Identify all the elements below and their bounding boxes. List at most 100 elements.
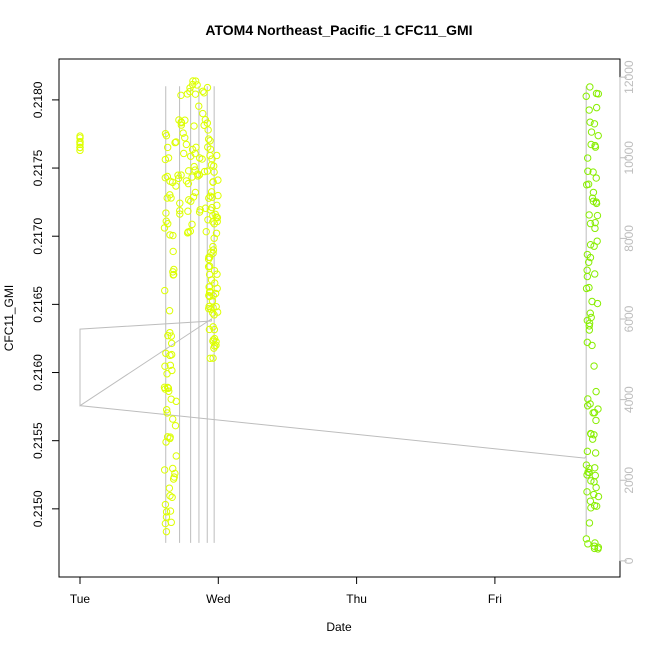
data-point xyxy=(590,490,598,499)
data-point xyxy=(588,341,596,350)
data-point xyxy=(592,103,601,112)
data-point xyxy=(584,167,592,175)
data-point xyxy=(165,307,174,315)
data-point xyxy=(213,308,222,316)
data-point xyxy=(590,242,598,250)
data-point xyxy=(586,429,595,438)
data-point xyxy=(590,431,598,439)
data-point xyxy=(179,129,187,137)
data-point xyxy=(212,302,220,311)
data-point xyxy=(585,258,593,266)
y-tick-label: 0.2180 xyxy=(31,81,45,118)
data-point xyxy=(161,362,169,370)
data-point xyxy=(213,151,221,160)
data-point xyxy=(171,469,179,478)
y-tick-label: 0.2165 xyxy=(31,286,45,323)
data-point xyxy=(593,211,602,220)
data-point xyxy=(162,438,170,446)
x-tick-label: Thu xyxy=(346,592,367,606)
data-point xyxy=(583,471,591,479)
data-point xyxy=(586,400,594,408)
data-point xyxy=(212,341,220,349)
data-point xyxy=(588,297,596,306)
data-point xyxy=(209,178,217,186)
data-point xyxy=(589,168,597,176)
data-point xyxy=(591,471,599,480)
data-point xyxy=(204,143,212,151)
data-point xyxy=(203,83,212,92)
data-point xyxy=(207,276,216,284)
data-point xyxy=(176,210,184,218)
data-point xyxy=(583,488,591,496)
data-point xyxy=(169,271,177,279)
data-point xyxy=(195,102,203,110)
data-point xyxy=(182,140,191,149)
data-point xyxy=(76,134,84,142)
data-point xyxy=(205,283,214,291)
data-point xyxy=(200,167,209,176)
data-point xyxy=(169,464,177,473)
data-point xyxy=(168,178,177,187)
data-point xyxy=(172,452,180,460)
data-point xyxy=(76,146,84,155)
data-point xyxy=(167,339,176,348)
y2-tick-label: 10000 xyxy=(622,141,636,175)
data-point xyxy=(165,484,174,492)
data-point xyxy=(584,540,592,548)
data-point xyxy=(582,92,590,100)
data-point xyxy=(201,116,210,124)
data-point xyxy=(177,171,185,179)
data-point xyxy=(210,234,218,242)
data-point xyxy=(586,497,595,505)
data-point xyxy=(184,207,192,215)
data-point xyxy=(166,231,174,239)
data-point xyxy=(594,492,603,501)
data-point xyxy=(202,227,210,236)
data-point xyxy=(166,507,175,515)
data-point xyxy=(186,227,194,235)
data-point xyxy=(180,149,188,158)
y-tick-label: 0.2150 xyxy=(31,490,45,527)
x-tick-label: Fri xyxy=(488,592,502,606)
data-point xyxy=(161,286,169,295)
y2-tick-label: 4000 xyxy=(622,386,636,413)
data-point xyxy=(167,518,175,527)
data-point xyxy=(583,338,592,347)
data-point xyxy=(163,383,172,392)
data-point xyxy=(584,180,593,188)
y-tick-label: 0.2155 xyxy=(31,422,45,459)
data-point xyxy=(586,309,594,317)
data-point xyxy=(213,270,221,278)
data-point xyxy=(207,188,216,196)
data-point xyxy=(163,433,172,441)
y-axis-left: 0.2150 0.2155 0.2160 0.2165 0.2170 0.2175 0.21… xyxy=(31,81,60,527)
data-point xyxy=(585,322,593,330)
data-point xyxy=(204,135,213,143)
x-axis: Tue Wed Thu Fri xyxy=(70,576,502,606)
y-tick-label: 0.2170 xyxy=(31,218,45,255)
data-point xyxy=(591,141,599,150)
data-point xyxy=(164,331,172,340)
data-point xyxy=(167,194,175,202)
data-point xyxy=(184,179,193,188)
data-point xyxy=(161,519,170,528)
data-point xyxy=(191,149,199,158)
y-axis-right: 0 2000 4000 6000 8000 10000 12000 xyxy=(619,60,636,564)
data-point xyxy=(204,126,212,134)
data-point xyxy=(583,154,592,162)
chart-title: ATOM4 Northeast_Pacific_1 CFC11_GMI xyxy=(205,22,472,38)
data-point xyxy=(176,199,184,207)
plot-area xyxy=(58,58,621,578)
data-point xyxy=(160,466,169,474)
data-point xyxy=(583,266,591,274)
data-point xyxy=(166,361,175,369)
data-point xyxy=(198,155,206,163)
data-point xyxy=(164,384,173,392)
data-point xyxy=(194,172,202,180)
data-point xyxy=(587,128,596,136)
data-point xyxy=(206,354,214,362)
data-point xyxy=(183,90,192,98)
data-point xyxy=(206,137,214,145)
data-point xyxy=(190,122,198,130)
data-point xyxy=(172,397,180,406)
